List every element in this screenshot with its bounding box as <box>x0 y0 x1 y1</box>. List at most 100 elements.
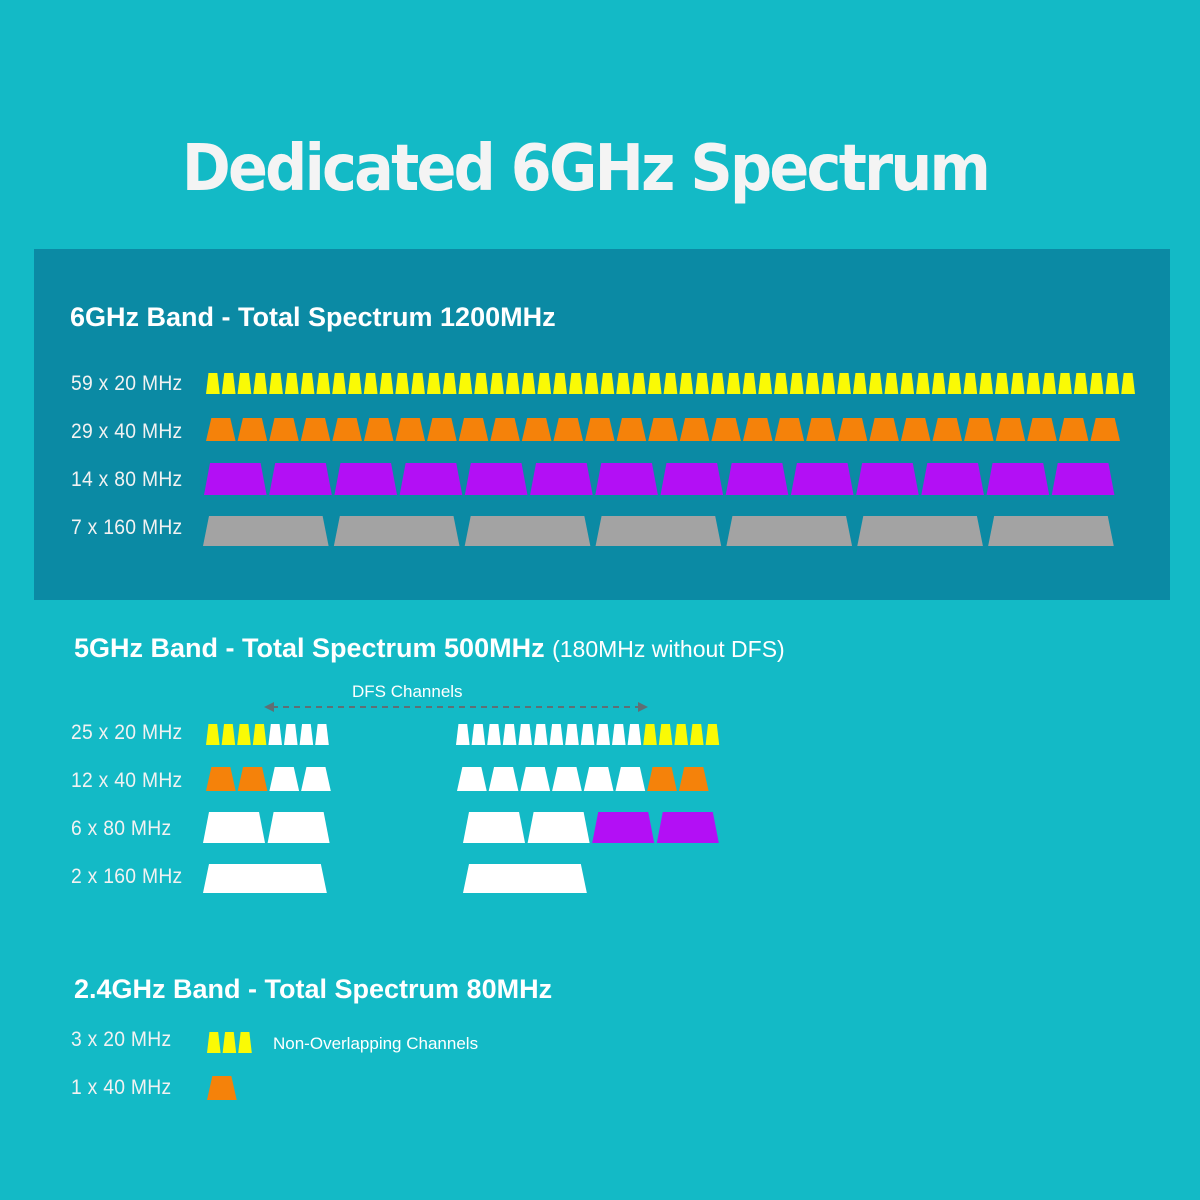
channel-6ghz-160mhz <box>333 516 460 546</box>
channel-6ghz-40mhz <box>269 418 299 441</box>
dfs-channel-5ghz-160mhz <box>203 864 327 893</box>
channel-6ghz-20mhz <box>363 373 378 394</box>
channel-6ghz-20mhz <box>616 373 631 394</box>
channel-6ghz-20mhz <box>442 373 457 394</box>
channel-6ghz-20mhz <box>884 373 899 394</box>
dfs-channel-5ghz-20mhz <box>315 724 329 745</box>
channel-6ghz-20mhz <box>979 373 993 394</box>
channel-24ghz-20mhz <box>207 1032 221 1053</box>
channel-6ghz-40mhz <box>1027 418 1057 441</box>
channel-6ghz-80mhz <box>725 463 789 495</box>
dfs-channel-5ghz-40mhz <box>583 767 614 791</box>
channel-5ghz-40mhz <box>678 767 709 791</box>
channel-6ghz-20mhz <box>789 373 804 394</box>
channel-6ghz-20mhz <box>710 373 725 394</box>
channel-6ghz-20mhz <box>1105 373 1120 394</box>
channel-6ghz-20mhz <box>474 373 489 394</box>
row-label-5ghz-80: 6 x 80 MHz <box>71 817 172 840</box>
channel-6ghz-160mhz <box>726 516 853 546</box>
dfs-channel-5ghz-80mhz <box>203 812 266 843</box>
channel-6ghz-20mhz <box>1010 373 1025 394</box>
channel-6ghz-40mhz <box>869 418 899 441</box>
channel-6ghz-20mhz <box>663 373 678 394</box>
band-6ghz-heading: 6GHz Band - Total Spectrum 1200MHz <box>70 302 556 332</box>
channel-6ghz-20mhz <box>679 373 694 394</box>
dfs-channel-5ghz-20mhz <box>471 724 486 745</box>
channel-6ghz-40mhz <box>774 418 805 441</box>
dfs-channel-5ghz-20mhz <box>596 724 610 745</box>
dfs-channel-5ghz-40mhz <box>301 767 331 791</box>
channel-6ghz-20mhz <box>1089 373 1104 394</box>
dfs-channel-5ghz-20mhz <box>284 724 298 745</box>
channel-6ghz-40mhz <box>490 418 520 441</box>
channel-6ghz-20mhz <box>1058 373 1072 394</box>
dfs-channel-5ghz-40mhz <box>269 767 300 791</box>
non-overlapping-label: Non-Overlapping Channels <box>273 1034 479 1053</box>
channel-5ghz-40mhz <box>237 767 268 791</box>
channel-6ghz-20mhz <box>568 373 583 394</box>
channel-6ghz-160mhz <box>595 516 722 546</box>
channel-6ghz-20mhz <box>237 373 252 394</box>
dfs-channel-5ghz-20mhz <box>612 724 626 745</box>
channel-24ghz-20mhz <box>222 1032 237 1053</box>
channel-6ghz-80mhz <box>334 463 398 495</box>
dfs-channel-5ghz-20mhz <box>502 724 517 745</box>
channel-6ghz-80mhz <box>399 463 463 495</box>
channel-5ghz-20mhz <box>252 724 267 745</box>
channel-6ghz-40mhz <box>300 418 331 441</box>
dfs-arrow-right-icon <box>638 702 648 712</box>
channel-6ghz-20mhz <box>994 373 1009 394</box>
dfs-channel-5ghz-20mhz <box>518 724 532 745</box>
channel-6ghz-20mhz <box>805 373 820 394</box>
channel-6ghz-40mhz <box>458 418 489 441</box>
channel-6ghz-20mhz <box>269 373 283 394</box>
channel-6ghz-40mhz <box>1058 418 1089 441</box>
channel-6ghz-20mhz <box>647 373 662 394</box>
channel-6ghz-20mhz <box>490 373 504 394</box>
channel-6ghz-160mhz <box>464 516 591 546</box>
channel-6ghz-160mhz <box>988 516 1114 546</box>
dfs-channel-5ghz-40mhz <box>457 767 487 791</box>
channel-6ghz-20mhz <box>253 373 268 394</box>
dfs-channel-5ghz-20mhz <box>456 724 470 745</box>
band-24ghz-heading: 2.4GHz Band - Total Spectrum 80MHz <box>74 974 553 1004</box>
channel-6ghz-20mhz <box>632 373 646 394</box>
channel-6ghz-80mhz <box>790 463 854 495</box>
channel-6ghz-40mhz <box>237 418 268 441</box>
row-label-5ghz-160: 2 x 160 MHz <box>71 865 183 888</box>
row-label-6ghz-160: 7 x 160 MHz <box>71 516 183 539</box>
channel-6ghz-40mhz <box>1090 418 1120 441</box>
channel-6ghz-40mhz <box>900 418 931 441</box>
channel-6ghz-20mhz <box>931 373 946 394</box>
channel-6ghz-40mhz <box>679 418 710 441</box>
dfs-channel-5ghz-20mhz <box>487 724 501 745</box>
channel-6ghz-20mhz <box>221 373 236 394</box>
channel-6ghz-20mhz <box>411 373 425 394</box>
dfs-channel-5ghz-20mhz <box>268 724 282 745</box>
channel-6ghz-20mhz <box>206 373 220 394</box>
channel-6ghz-80mhz <box>204 463 267 495</box>
dfs-channel-5ghz-40mhz <box>552 767 582 791</box>
channel-6ghz-20mhz <box>458 373 473 394</box>
channel-6ghz-20mhz <box>852 373 867 394</box>
row-label-24ghz-20: 3 x 20 MHz <box>71 1028 172 1051</box>
channel-5ghz-20mhz <box>206 724 220 745</box>
dfs-channel-5ghz-40mhz <box>488 767 519 791</box>
channel-6ghz-20mhz <box>947 373 962 394</box>
channel-6ghz-20mhz <box>1026 373 1041 394</box>
channel-6ghz-40mhz <box>648 418 678 441</box>
channel-6ghz-40mhz <box>521 418 552 441</box>
channel-6ghz-20mhz <box>348 373 362 394</box>
row-label-6ghz-20: 59 x 20 MHz <box>71 372 183 395</box>
channel-6ghz-20mhz <box>774 373 788 394</box>
channel-6ghz-20mhz <box>584 373 599 394</box>
channel-6ghz-20mhz <box>395 373 410 394</box>
channel-6ghz-20mhz <box>837 373 851 394</box>
channel-6ghz-80mhz <box>464 463 528 495</box>
dfs-channel-5ghz-80mhz <box>267 812 330 843</box>
channel-6ghz-20mhz <box>758 373 773 394</box>
row-label-6ghz-40: 29 x 40 MHz <box>71 420 183 443</box>
channel-6ghz-40mhz <box>427 418 457 441</box>
channel-5ghz-20mhz <box>237 724 251 745</box>
